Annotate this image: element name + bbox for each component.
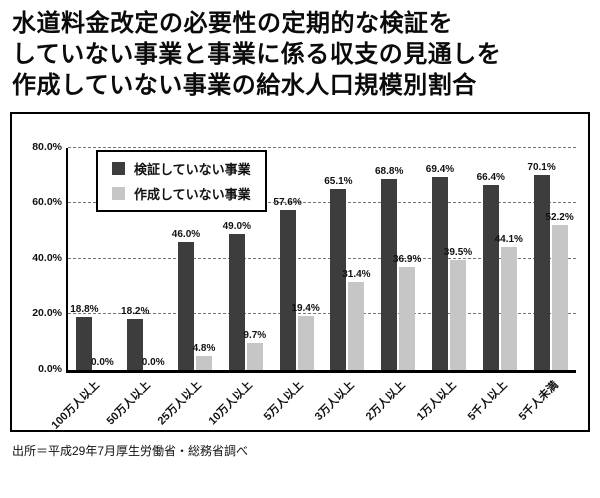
value-label: 52.2% bbox=[545, 211, 574, 223]
legend-label-series2: 作成していない事業 bbox=[134, 186, 251, 202]
bar-series1: 69.4% bbox=[426, 164, 454, 370]
bar-series2: 44.1% bbox=[495, 234, 523, 370]
x-axis-labels: 100万人以上 50万人以上 25万人以上 10万人以上 5万人以上 3万人以上 2万人以上… bbox=[50, 373, 576, 432]
chart-body: 検証していない事業 作成していない事業 18.8% 0.0% 18.2% 0.0% 46… bbox=[18, 141, 576, 458]
source-note: 出所＝平成29年7月厚生労働省・総務省調べ bbox=[12, 443, 249, 458]
value-label: 9.7% bbox=[243, 329, 267, 341]
value-label: 0.0% bbox=[90, 356, 114, 368]
value-label: 4.8% bbox=[192, 343, 216, 355]
bar-group: 18.8% 0.0% bbox=[68, 148, 119, 370]
x-axis-label: 5千人未満 bbox=[517, 378, 562, 423]
bar-series2: 36.9% bbox=[393, 254, 421, 370]
x-axis-label: 3万人以上 bbox=[313, 378, 358, 423]
bar-group: 18.2% 0.0% bbox=[119, 148, 170, 370]
value-label: 31.4% bbox=[342, 269, 371, 281]
bar-series1: 65.1% bbox=[324, 176, 353, 370]
value-label: 18.8% bbox=[70, 304, 99, 316]
value-label: 68.8% bbox=[374, 165, 404, 177]
value-label: 70.1% bbox=[527, 162, 556, 174]
y-tick-label: 80.0% bbox=[32, 140, 62, 153]
bar-group: 66.4% 44.1% bbox=[474, 148, 525, 370]
gridline bbox=[68, 146, 576, 148]
bar-series2: 4.8% bbox=[193, 343, 215, 370]
bar-series1: 18.2% bbox=[121, 306, 149, 370]
legend-item-series1: 検証していない事業 bbox=[112, 159, 251, 178]
value-label: 69.4% bbox=[425, 163, 455, 175]
legend-item-series2: 作成していない事業 bbox=[112, 184, 251, 203]
value-label: 49.0% bbox=[222, 220, 251, 232]
bar-group: 69.4% 39.5% bbox=[424, 148, 475, 370]
page-title-line1: 水道料金改定の必要性の定期的な検証を bbox=[12, 10, 453, 37]
bar-group: 65.1% 31.4% bbox=[322, 148, 373, 370]
y-tick-label: 20.0% bbox=[32, 307, 62, 320]
x-axis-label: 2万人以上 bbox=[364, 378, 409, 423]
value-label: 44.1% bbox=[494, 234, 523, 246]
bar-series1: 18.8% bbox=[70, 304, 99, 370]
gridline bbox=[68, 313, 576, 315]
bar-group: 68.8% 36.9% bbox=[373, 148, 424, 370]
bar-series2: 52.2% bbox=[545, 212, 574, 370]
bar-group: 46.0% 4.8% bbox=[170, 148, 221, 370]
series2-swatch-icon bbox=[112, 186, 125, 200]
bar-series1: 49.0% bbox=[223, 221, 251, 370]
x-axis-label: 1万人以上 bbox=[415, 378, 460, 423]
value-label: 36.9% bbox=[392, 254, 422, 266]
gridline bbox=[68, 202, 576, 204]
page-title-line3: 作成していない事業の給水人口規模別割合 bbox=[12, 72, 477, 100]
series1-swatch-icon bbox=[112, 161, 125, 175]
bar-group: 49.0% 9.7% bbox=[220, 148, 271, 370]
bar-series1: 46.0% bbox=[172, 229, 200, 370]
x-axis-label: 10万人以上 bbox=[206, 378, 256, 427]
y-tick-label: 0.0% bbox=[38, 362, 62, 375]
bar-group: 70.1% 52.2% bbox=[525, 148, 576, 370]
value-label: 46.0% bbox=[171, 228, 201, 240]
bar-series2: 19.4% bbox=[291, 303, 320, 370]
value-label: 65.1% bbox=[324, 175, 353, 187]
y-tick-label: 40.0% bbox=[32, 251, 62, 264]
bar-series2: 31.4% bbox=[342, 269, 371, 370]
value-label: 39.5% bbox=[443, 246, 473, 258]
bar-series1: 70.1% bbox=[527, 162, 556, 370]
value-label: 66.4% bbox=[476, 172, 505, 184]
value-label: 19.4% bbox=[291, 302, 320, 314]
value-label: 57.6% bbox=[273, 196, 302, 208]
bar-series2: 39.5% bbox=[444, 247, 472, 370]
bar-series2: 9.7% bbox=[243, 330, 266, 370]
bar-group: 57.6% 19.4% bbox=[271, 148, 322, 370]
bar-series1: 57.6% bbox=[273, 197, 302, 370]
bar-groups: 18.8% 0.0% 18.2% 0.0% 46.0% 4.8% 49.0% 9.7% 57.6… bbox=[68, 148, 576, 370]
plot-area: 18.8% 0.0% 18.2% 0.0% 46.0% 4.8% 49.0% 9.7% 57.6… bbox=[32, 141, 576, 375]
bar-series1: 68.8% bbox=[375, 166, 403, 370]
page-title: 水道料金改定の必要性の定期的な検証を していない事業と事業に係る収支の見通しを … bbox=[12, 8, 588, 102]
chart-panel: 検証していない事業 作成していない事業 18.8% 0.0% 18.2% 0.0% 46… bbox=[10, 111, 590, 432]
x-axis-label: 5千人以上 bbox=[466, 378, 511, 423]
legend-label-series1: 検証していない事業 bbox=[134, 161, 251, 177]
legend: 検証していない事業 作成していない事業 bbox=[96, 149, 267, 212]
bar-series1: 66.4% bbox=[477, 172, 505, 370]
x-axis-label: 5万人以上 bbox=[262, 378, 307, 423]
y-tick-label: 60.0% bbox=[32, 196, 62, 209]
gridline bbox=[68, 257, 576, 259]
value-label: 18.2% bbox=[121, 306, 150, 318]
value-label: 0.0% bbox=[141, 356, 165, 368]
page-title-line2: していない事業と事業に係る収支の見通しを bbox=[12, 41, 502, 69]
